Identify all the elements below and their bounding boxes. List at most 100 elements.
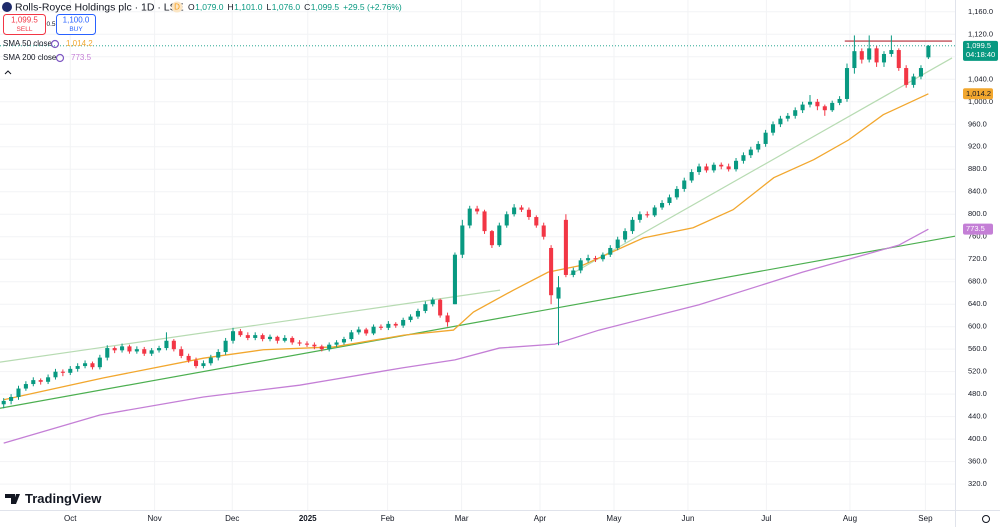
candle-body: [105, 348, 110, 358]
candle-body: [859, 51, 864, 60]
candle-body: [711, 164, 716, 171]
brand-logo: [5, 494, 20, 504]
candle-body: [171, 340, 176, 350]
x-tick-label: Mar: [455, 514, 469, 523]
buy-label: BUY: [69, 26, 83, 33]
candle-body: [334, 342, 339, 345]
candle-body: [800, 104, 805, 111]
candle-body: [238, 331, 243, 336]
y-tick-label: 600.0: [968, 322, 987, 331]
candle-body: [201, 363, 206, 367]
candle-body: [120, 346, 125, 351]
y-tick-label: 520.0: [968, 367, 987, 376]
candle-body: [23, 384, 28, 389]
candle-body: [216, 351, 221, 358]
candle-body: [297, 342, 302, 344]
candle-body: [497, 225, 502, 246]
candle-body: [423, 304, 428, 311]
x-tick-label: Jun: [682, 514, 695, 523]
candle-body: [142, 349, 147, 354]
candle-body: [689, 172, 694, 181]
candle-body: [312, 344, 317, 347]
ohlc-item: H: [228, 2, 234, 12]
candle-body: [97, 357, 102, 368]
candle-body: [815, 101, 820, 107]
ohlc-item: 1,099.5: [311, 2, 340, 12]
x-tick-label: Dec: [225, 514, 239, 523]
candle-body: [519, 207, 524, 210]
overlay-value: 1,014.2: [66, 39, 93, 48]
collapse-chevron[interactable]: [4, 70, 12, 75]
symbol-logo: [2, 2, 12, 12]
candle-body: [504, 214, 509, 226]
candle-body: [230, 331, 236, 341]
candle-body: [438, 299, 443, 316]
overlay-tag: [963, 88, 993, 100]
overlay-icon: [55, 53, 65, 63]
candle-body: [874, 48, 879, 63]
candle-body: [785, 115, 790, 119]
candle-body: [38, 380, 43, 382]
sma-line: [3, 93, 929, 401]
buy-button[interactable]: [56, 14, 96, 35]
candle-body: [452, 254, 457, 305]
ohlc-legend: O 1,079.0 H 1,101.0 L 1,076.0 C 1,099.5 +29.5 (+…: [188, 2, 402, 12]
candle-body: [926, 45, 931, 58]
y-tick-label: 320.0: [968, 479, 987, 488]
candle-body: [371, 326, 376, 334]
candle-body: [489, 231, 494, 246]
trend-line: [0, 235, 956, 409]
trend-line: [569, 57, 953, 276]
candle-body: [807, 101, 813, 105]
candle-body: [911, 76, 916, 85]
candle-body: [134, 349, 139, 352]
ohlc-item: L: [267, 2, 272, 12]
trend-line: [0, 289, 501, 363]
candle-body: [223, 340, 228, 352]
candle-body: [734, 160, 739, 170]
candle-body: [430, 299, 435, 305]
candle-body: [889, 50, 894, 54]
overlay-name: SMA 200 close: [3, 53, 57, 62]
ohlc-item: 1,076.0: [272, 2, 301, 12]
y-tick-label: 480.0: [968, 389, 987, 398]
candle-body: [637, 214, 642, 220]
candle-body: [534, 217, 539, 226]
candle-body: [445, 315, 450, 323]
candle-body: [186, 355, 191, 361]
candle-body: [837, 98, 842, 103]
candle-body: [208, 357, 213, 364]
candle-body: [53, 371, 58, 378]
candle-body: [83, 363, 88, 367]
candle-body: [867, 48, 872, 60]
candle-body: [9, 396, 14, 401]
candle-body: [112, 348, 117, 351]
candle-body: [253, 335, 258, 338]
candle-body: [260, 335, 265, 340]
x-tick-label: Feb: [381, 514, 395, 523]
overlay-tag: [963, 223, 993, 235]
candle-body: [674, 188, 679, 198]
y-tick-label: 720.0: [968, 254, 987, 263]
x-tick-label: Oct: [64, 514, 77, 523]
candle-body: [127, 346, 132, 352]
y-tick-label: 760.0: [968, 232, 987, 241]
candle-body: [75, 366, 80, 369]
settings-icon[interactable]: [982, 515, 990, 523]
candle-body: [682, 180, 687, 189]
y-tick-label: 1,160.0: [968, 7, 993, 16]
candle-body: [726, 166, 731, 170]
candle-body: [896, 50, 901, 69]
x-tick-label: Sep: [918, 514, 933, 523]
candle-body: [290, 337, 295, 343]
buy-price: 1,100.0: [63, 16, 90, 25]
candle-body: [793, 110, 798, 116]
sell-button[interactable]: [3, 14, 46, 35]
x-tick-label: May: [606, 514, 621, 523]
candle-body: [748, 149, 753, 156]
overlay-icon: [50, 39, 60, 49]
candle-body: [60, 371, 65, 373]
candle-body: [778, 118, 783, 125]
candle-body: [46, 377, 51, 382]
